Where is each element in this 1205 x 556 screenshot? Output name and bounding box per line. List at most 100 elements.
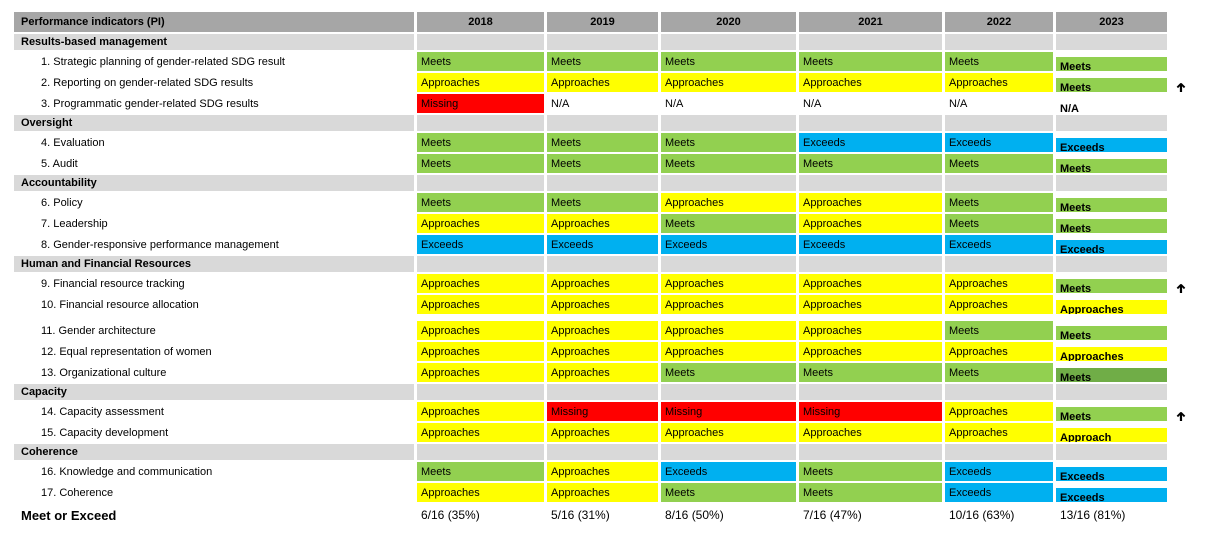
status-cell: Approaches xyxy=(547,214,658,233)
status-cell-column: Approaches xyxy=(945,274,1053,293)
status-cell: Approaches xyxy=(945,342,1053,361)
summary-value: 5/16 (31%) xyxy=(551,508,610,522)
status-cell: Approaches xyxy=(547,483,658,502)
up-arrow-icon: ↑ xyxy=(1173,281,1189,294)
indicator-row: 5. Audit Meets Meets Meets Meets Meets Meets xyxy=(14,154,1192,173)
section-fill-cell xyxy=(661,384,796,400)
up-arrow-icon: ↑ xyxy=(1173,409,1189,422)
status-cell: Meets xyxy=(799,462,942,481)
status-cell-column: N/A xyxy=(799,94,942,113)
status-cell: Approaches xyxy=(661,342,796,361)
indicator-label: 1. Strategic planning of gender-related … xyxy=(41,55,285,68)
status-cell-column: Meets xyxy=(1056,154,1167,173)
status-cell: Approaches xyxy=(547,363,658,382)
status-cell: Meets xyxy=(1056,219,1167,233)
status-cell: Meets xyxy=(547,52,658,71)
up-arrow-icon: ↑ xyxy=(1173,80,1189,93)
status-cell-column: Approaches xyxy=(945,73,1053,92)
status-cell-column: Approaches xyxy=(417,483,544,502)
status-cell-column: Exceeds xyxy=(547,235,658,254)
status-cell: Approaches xyxy=(661,193,796,212)
summary-value: 13/16 (81%) xyxy=(1060,508,1126,522)
status-cell-column: Exceeds xyxy=(945,483,1053,502)
status-cell-column: Missing xyxy=(799,402,942,421)
status-cell: Exceeds xyxy=(799,133,942,152)
status-cell-column: Approaches xyxy=(417,321,544,340)
status-cell: Exceeds xyxy=(417,235,544,254)
status-cell: Meets xyxy=(661,133,796,152)
status-cell-column: Meets xyxy=(417,52,544,71)
indicator-label: 16. Knowledge and communication xyxy=(41,465,213,478)
spacer-cell xyxy=(1170,316,1192,319)
status-cell-column: Approaches xyxy=(661,193,796,212)
status-cell: Meets xyxy=(661,483,796,502)
indicator-row: 4. Evaluation Meets Meets Meets Exceeds Excee… xyxy=(14,133,1192,152)
status-cell-column: Meets xyxy=(1056,73,1167,92)
arrow-gutter xyxy=(1170,295,1192,314)
indicator-row: 8. Gender-responsive performance managem… xyxy=(14,235,1192,254)
status-cell: Approaches xyxy=(547,73,658,92)
section-fill-cell xyxy=(799,256,942,272)
arrow-gutter xyxy=(1170,34,1192,50)
status-cell-column: Exceeds xyxy=(1056,462,1167,481)
status-cell-column: Approaches xyxy=(1056,295,1167,314)
section-fill-cell xyxy=(1056,115,1167,131)
status-cell-column: Missing xyxy=(417,94,544,113)
status-cell-column: Approaches xyxy=(799,73,942,92)
table-header-label: Performance indicators (PI) xyxy=(14,12,414,32)
status-cell: Approaches xyxy=(547,274,658,293)
section-fill-cell xyxy=(661,115,796,131)
section-fill-cell xyxy=(945,175,1053,191)
status-cell: Meets xyxy=(661,214,796,233)
arrow-gutter xyxy=(1170,321,1192,340)
section-row: Results-based management xyxy=(14,34,1192,50)
section-fill-cell xyxy=(661,34,796,50)
section-header: Accountability xyxy=(14,175,414,191)
indicator-row: 3. Programmatic gender-related SDG resul… xyxy=(14,94,1192,113)
status-cell-column: Approaches xyxy=(945,295,1053,314)
status-cell-column: N/A xyxy=(661,94,796,113)
indicator-label: 2. Reporting on gender-related SDG resul… xyxy=(41,76,254,89)
status-cell: Approaches xyxy=(661,73,796,92)
section-fill-cell xyxy=(1056,34,1167,50)
indicator-row: 13. Organizational culture Approaches Appr… xyxy=(14,363,1192,382)
indicator-label: 14. Capacity assessment xyxy=(41,405,164,418)
status-cell-column: Meets xyxy=(661,363,796,382)
status-cell-column: Approaches xyxy=(945,402,1053,421)
arrow-gutter xyxy=(1170,504,1192,526)
status-cell: Approaches xyxy=(1056,347,1167,361)
status-cell-column: Meets xyxy=(417,154,544,173)
status-cell-column: Approaches xyxy=(661,342,796,361)
indicator-label: 17. Coherence xyxy=(41,486,114,499)
status-cell-column: Meets xyxy=(945,214,1053,233)
spacer-cell xyxy=(661,316,796,319)
summary-value: 7/16 (47%) xyxy=(803,508,862,522)
status-cell-column: Approaches xyxy=(945,423,1053,442)
section-fill-cell xyxy=(945,115,1053,131)
status-cell-column: Exceeds xyxy=(417,235,544,254)
section-fill-cell xyxy=(945,444,1053,460)
section-row: Accountability xyxy=(14,175,1192,191)
status-cell: Meets xyxy=(661,154,796,173)
indicator-row: 16. Knowledge and communication Meets Appr… xyxy=(14,462,1192,481)
summary-value: 8/16 (50%) xyxy=(665,508,724,522)
status-cell: N/A xyxy=(949,97,968,110)
status-cell: Missing xyxy=(661,402,796,421)
status-cell: Approaches xyxy=(945,274,1053,293)
status-cell-column: N/A xyxy=(1056,94,1167,114)
arrow-gutter xyxy=(1170,444,1192,460)
indicator-label: 5. Audit xyxy=(41,157,78,170)
arrow-gutter: ↑ xyxy=(1170,274,1192,294)
arrow-gutter xyxy=(1170,115,1192,131)
status-cell: Missing xyxy=(417,94,544,113)
status-cell: Approaches xyxy=(661,321,796,340)
table-header-row: Performance indicators (PI) 2018 2019 2020 2… xyxy=(14,12,1192,32)
status-cell-column: Approaches xyxy=(799,295,942,314)
arrow-gutter xyxy=(1170,94,1192,113)
indicator-label: 13. Organizational culture xyxy=(41,366,167,379)
status-cell-column: Exceeds xyxy=(945,235,1053,254)
status-cell: Exceeds xyxy=(945,462,1053,481)
indicator-row: 6. Policy Meets Meets Approaches Approaches M… xyxy=(14,193,1192,212)
status-cell: Approaches xyxy=(945,73,1053,92)
status-cell-column: Approaches xyxy=(1056,342,1167,361)
